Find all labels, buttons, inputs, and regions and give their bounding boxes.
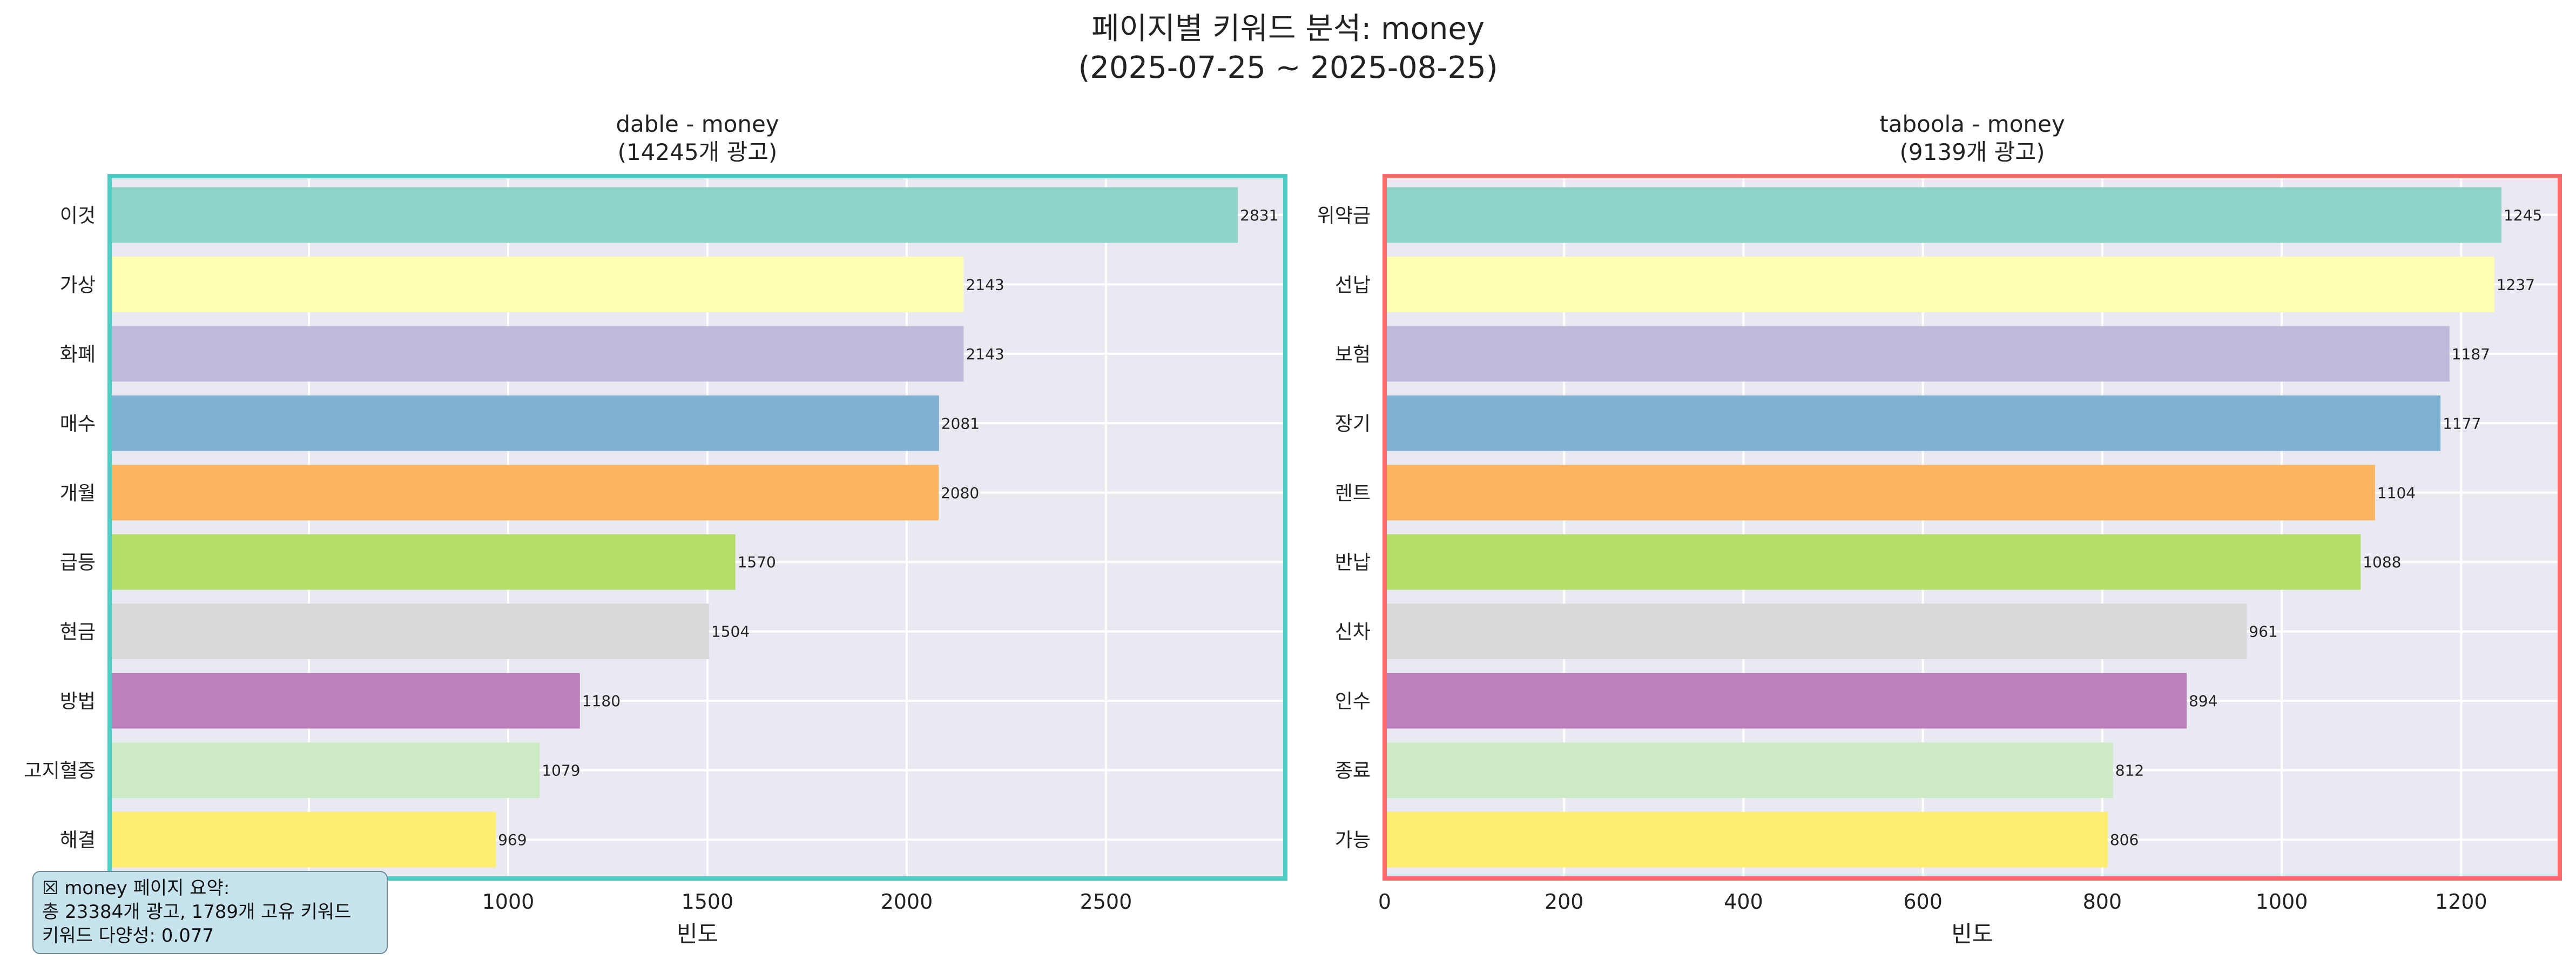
summary-box: ☒ money 페이지 요약: 총 23384개 광고, 1789개 고유 키워… — [32, 871, 388, 954]
bar-value-label: 2143 — [966, 345, 1004, 363]
x-tick-label: 1000 — [482, 890, 535, 914]
bar — [1385, 742, 2113, 798]
summary-line-2: 총 23384개 광고, 1789개 고유 키워드 — [42, 901, 352, 923]
bar-value-label: 806 — [2110, 831, 2139, 849]
bar-value-label: 1570 — [738, 553, 776, 571]
x-tick-label: 200 — [1545, 890, 1584, 914]
bar — [1385, 187, 2502, 243]
x-tick-label: 800 — [2083, 890, 2122, 914]
bar — [1385, 811, 2108, 868]
x-tick-label: 0 — [1378, 890, 1391, 914]
bar — [110, 465, 939, 521]
bar-value-label: 2143 — [966, 276, 1004, 293]
bar-value-label: 1104 — [2377, 484, 2416, 502]
y-tick-label: 인수 — [1335, 690, 1371, 713]
bar-value-label: 1177 — [2443, 414, 2481, 432]
y-tick-label: 개월 — [60, 482, 96, 505]
panel-border — [1383, 174, 2562, 881]
bar-value-label: 961 — [2249, 623, 2277, 641]
chart-title-line1: dable - money — [616, 111, 779, 137]
panels: 2831 이것 2143 가상 2143 화폐 2081 매수 2080 개월 1570 급등 1504… — [24, 111, 2562, 947]
figure-title-line2: (2025-07-25 ~ 2025-08-25) — [1078, 50, 1498, 85]
x-axis-label: 빈도 — [677, 921, 718, 947]
bar-value-label: 969 — [498, 831, 527, 849]
bar-value-label: 1245 — [2504, 206, 2542, 224]
bar — [110, 187, 1238, 243]
bar — [110, 603, 709, 660]
bar-value-label: 1187 — [2452, 345, 2490, 363]
bar — [110, 534, 736, 590]
y-tick-label: 보험 — [1335, 344, 1371, 366]
panel-border — [107, 174, 1287, 881]
figure-title-line1: 페이지별 키워드 분석: money — [1091, 11, 1485, 46]
chart-title-line2: (14245개 광고) — [618, 139, 778, 165]
bar-value-label: 1504 — [711, 623, 750, 641]
chart-panel-1: 2831 이것 2143 가상 2143 화폐 2081 매수 2080 개월 1570 급등 1504… — [24, 111, 1287, 947]
y-tick-label: 선납 — [1335, 274, 1371, 296]
y-tick-label: 고지혈증 — [24, 760, 96, 782]
y-tick-label: 매수 — [60, 413, 96, 435]
y-tick-label: 화폐 — [60, 344, 96, 366]
bar — [110, 742, 540, 798]
x-tick-label: 2500 — [1080, 890, 1132, 914]
y-tick-label: 가상 — [60, 274, 96, 296]
y-tick-label: 이것 — [60, 205, 96, 227]
summary-line-1: ☒ money 페이지 요약: — [42, 877, 230, 899]
chart-title-line1: taboola - money — [1879, 111, 2065, 137]
y-tick-label: 해결 — [60, 829, 96, 851]
bar — [1385, 257, 2494, 312]
bar — [110, 326, 964, 382]
x-tick-label: 2000 — [881, 890, 933, 914]
bar — [1385, 395, 2441, 451]
x-tick-label: 400 — [1724, 890, 1763, 914]
bar — [110, 395, 939, 451]
bar-value-label: 812 — [2115, 762, 2144, 780]
chart-title-line2: (9139개 광고) — [1900, 139, 2045, 165]
bar-value-label: 2831 — [1240, 206, 1278, 224]
y-tick-label: 가능 — [1335, 829, 1371, 851]
x-tick-label: 1200 — [2435, 890, 2487, 914]
bar — [1385, 673, 2187, 729]
y-tick-label: 신차 — [1335, 621, 1371, 643]
x-tick-label: 600 — [1903, 890, 1943, 914]
y-tick-label: 장기 — [1335, 413, 1371, 435]
bar — [1385, 326, 2450, 382]
bar-value-label: 894 — [2189, 692, 2217, 710]
x-tick-label: 1500 — [682, 890, 734, 914]
x-tick-label: 1000 — [2256, 890, 2308, 914]
x-axis-label: 빈도 — [1951, 921, 1993, 947]
bar — [1385, 465, 2375, 521]
bar-value-label: 1088 — [2363, 553, 2401, 571]
bar — [110, 257, 964, 312]
bar-value-label: 1180 — [582, 692, 621, 710]
y-tick-label: 종료 — [1335, 760, 1371, 782]
chart-panel-2: 1245 위약금 1237 선납 1187 보험 1177 장기 1104 렌트 1088 반납 961… — [1317, 111, 2562, 947]
bar — [1385, 603, 2247, 660]
bar-value-label: 2081 — [941, 414, 980, 432]
y-tick-label: 현금 — [60, 621, 96, 643]
y-tick-label: 급등 — [60, 552, 96, 574]
y-tick-label: 방법 — [60, 690, 96, 713]
bar — [110, 811, 496, 868]
y-tick-label: 렌트 — [1335, 482, 1371, 505]
y-tick-label: 위약금 — [1317, 205, 1371, 227]
bar — [1385, 534, 2361, 590]
bar-value-label: 1237 — [2497, 276, 2535, 293]
bar-value-label: 1079 — [542, 762, 580, 780]
summary-line-3: 키워드 다양성: 0.077 — [42, 925, 214, 947]
bar — [110, 673, 580, 729]
y-tick-label: 반납 — [1335, 552, 1371, 574]
bar-value-label: 2080 — [941, 484, 979, 502]
